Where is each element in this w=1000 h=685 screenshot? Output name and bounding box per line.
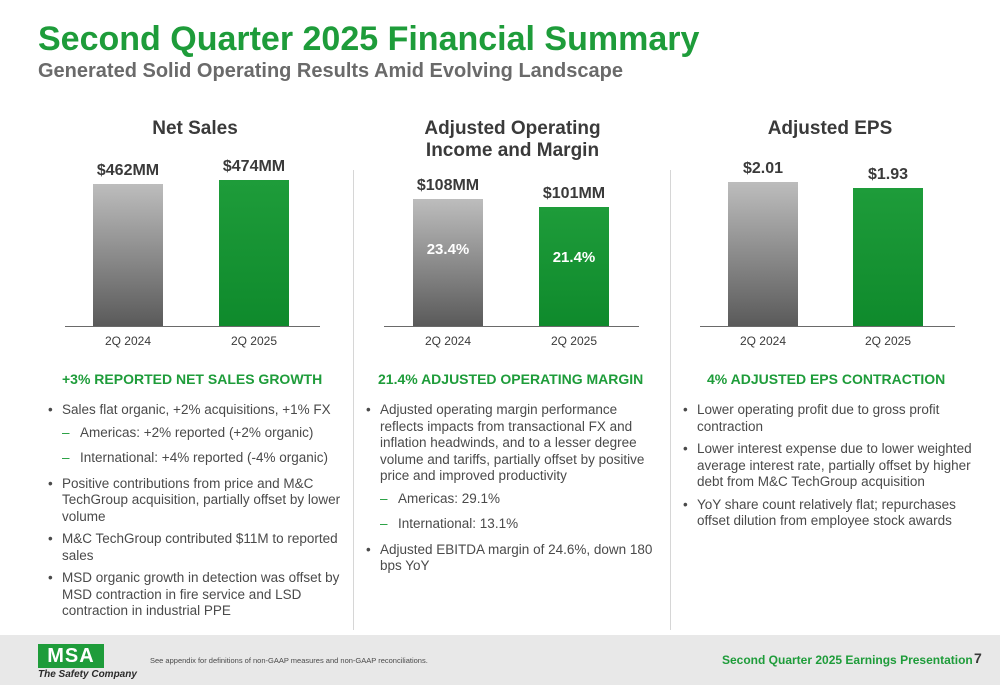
footnote: See appendix for definitions of non-GAAP… [150,656,428,665]
value-label: $101MM [542,185,606,203]
logo-tagline: The Safety Company [38,669,137,680]
bullet-item: Lower operating profit due to gross prof… [681,402,973,435]
bullet-item: Sales flat organic, +2% acquisitions, +1… [46,402,342,419]
tick-label: 2Q 2025 [550,334,598,348]
op-income-title: Adjusted Operating Income and Margin [424,118,601,161]
presentation-title: Second Quarter 2025 Earnings Presentatio… [722,653,973,667]
bar [853,187,923,326]
logo-text: MSA [47,645,95,667]
axis-baseline [700,326,955,327]
value-label: $108MM [416,177,480,194]
msa-logo: MSA [38,644,104,668]
tick-label: 2Q 2024 [424,334,472,348]
bullet-item: MSD organic growth in detection was offs… [46,570,342,620]
sub-bullet-item: Americas: +2% reported (+2% organic) [46,425,342,442]
eps-title: Adjusted EPS [767,118,893,139]
op-income-bullets: Adjusted operating margin performance re… [364,402,656,581]
margin-label: 23.4% [426,241,470,258]
eps-bullets: Lower operating profit due to gross prof… [681,402,973,536]
bullet-item: Adjusted EBITDA margin of 24.6%, down 18… [364,542,656,575]
bar [539,207,609,326]
footer-bar [0,635,1000,685]
tick-label: 2Q 2025 [230,334,278,348]
tick-label: 2Q 2025 [864,334,912,348]
tick-label: 2Q 2024 [739,334,787,348]
op-income-headline: 21.4% ADJUSTED OPERATING MARGIN [378,371,644,387]
page-subtitle: Generated Solid Operating Results Amid E… [38,60,623,82]
sub-bullet-item: International: 13.1% [364,516,656,533]
margin-label: 21.4% [552,249,596,267]
page-number: 7 [974,650,982,666]
value-label: $2.01 [742,160,784,177]
bullet-item: M&C TechGroup contributed $11M to report… [46,531,342,564]
bullet-item: Adjusted operating margin performance re… [364,402,656,485]
bullet-item: Lower interest expense due to lower weig… [681,441,973,491]
bar [728,182,798,326]
net-sales-headline: +3% REPORTED NET SALES GROWTH [62,371,323,387]
bar [93,183,163,326]
axis-baseline [65,326,320,327]
page-title: Second Quarter 2025 Financial Summary [38,20,700,58]
bar [413,199,483,326]
column-divider [353,170,354,630]
bar [219,180,289,326]
net-sales-title: Net Sales [152,118,238,139]
sub-bullet-item: Americas: 29.1% [364,491,656,508]
bullet-item: YoY share count relatively flat; repurch… [681,497,973,530]
tick-label: 2Q 2024 [104,334,152,348]
eps-headline: 4% ADJUSTED EPS CONTRACTION [707,371,946,387]
value-label: $474MM [222,158,286,175]
column-divider [670,170,671,630]
net-sales-bullets: Sales flat organic, +2% acquisitions, +1… [46,402,342,626]
value-label: $1.93 [867,165,909,183]
sub-bullet-item: International: +4% reported (-4% organic… [46,450,342,467]
bullet-item: Positive contributions from price and M&… [46,476,342,526]
axis-baseline [384,326,639,327]
value-label: $462MM [96,161,160,179]
